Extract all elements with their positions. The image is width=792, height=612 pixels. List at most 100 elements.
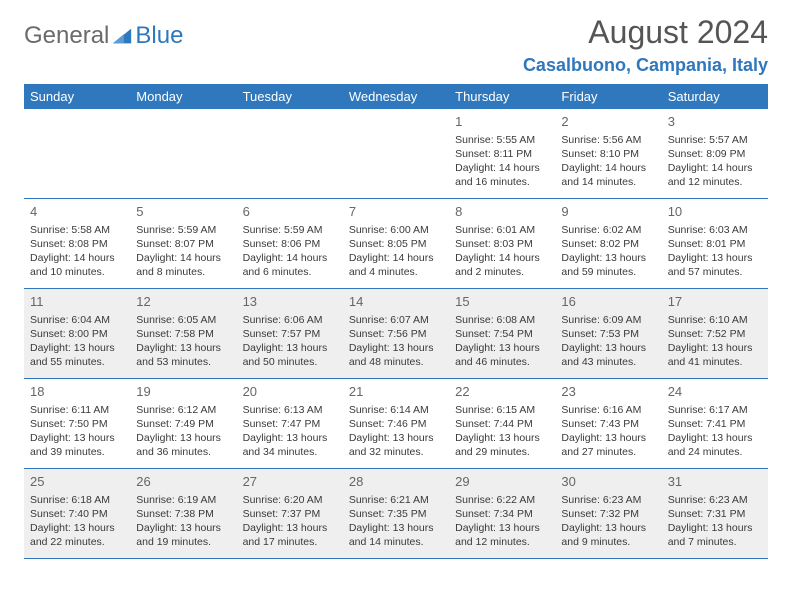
sunset-text: Sunset: 7:41 PM bbox=[668, 417, 762, 431]
logo-triangle-icon bbox=[111, 25, 133, 47]
calendar-body: 1Sunrise: 5:55 AMSunset: 8:11 PMDaylight… bbox=[24, 109, 768, 559]
sunset-text: Sunset: 8:06 PM bbox=[243, 237, 337, 251]
day-number: 16 bbox=[561, 293, 655, 311]
day-number: 19 bbox=[136, 383, 230, 401]
sunrise-text: Sunrise: 6:01 AM bbox=[455, 223, 549, 237]
sunrise-text: Sunrise: 6:12 AM bbox=[136, 403, 230, 417]
sunset-text: Sunset: 7:40 PM bbox=[30, 507, 124, 521]
sunset-text: Sunset: 7:52 PM bbox=[668, 327, 762, 341]
calendar-day-cell: 28Sunrise: 6:21 AMSunset: 7:35 PMDayligh… bbox=[343, 469, 449, 559]
calendar-day-cell: 31Sunrise: 6:23 AMSunset: 7:31 PMDayligh… bbox=[662, 469, 768, 559]
day-number: 30 bbox=[561, 473, 655, 491]
sunrise-text: Sunrise: 6:11 AM bbox=[30, 403, 124, 417]
calendar-day-cell: 22Sunrise: 6:15 AMSunset: 7:44 PMDayligh… bbox=[449, 379, 555, 469]
month-title: August 2024 bbox=[523, 14, 768, 51]
daylight-text: Daylight: 13 hours and 36 minutes. bbox=[136, 431, 230, 459]
day-number: 4 bbox=[30, 203, 124, 221]
sunset-text: Sunset: 7:47 PM bbox=[243, 417, 337, 431]
calendar-day-cell: 21Sunrise: 6:14 AMSunset: 7:46 PMDayligh… bbox=[343, 379, 449, 469]
sunrise-text: Sunrise: 6:08 AM bbox=[455, 313, 549, 327]
calendar-day-cell: 20Sunrise: 6:13 AMSunset: 7:47 PMDayligh… bbox=[237, 379, 343, 469]
calendar-day-cell: 16Sunrise: 6:09 AMSunset: 7:53 PMDayligh… bbox=[555, 289, 661, 379]
day-header: Tuesday bbox=[237, 84, 343, 109]
daylight-text: Daylight: 13 hours and 43 minutes. bbox=[561, 341, 655, 369]
day-number: 26 bbox=[136, 473, 230, 491]
sunset-text: Sunset: 8:00 PM bbox=[30, 327, 124, 341]
sunrise-text: Sunrise: 5:55 AM bbox=[455, 133, 549, 147]
sunset-text: Sunset: 7:34 PM bbox=[455, 507, 549, 521]
daylight-text: Daylight: 14 hours and 12 minutes. bbox=[668, 161, 762, 189]
daylight-text: Daylight: 14 hours and 14 minutes. bbox=[561, 161, 655, 189]
calendar-week-row: 25Sunrise: 6:18 AMSunset: 7:40 PMDayligh… bbox=[24, 469, 768, 559]
sunrise-text: Sunrise: 6:23 AM bbox=[561, 493, 655, 507]
calendar-day-cell: 2Sunrise: 5:56 AMSunset: 8:10 PMDaylight… bbox=[555, 109, 661, 199]
sunrise-text: Sunrise: 6:16 AM bbox=[561, 403, 655, 417]
calendar-day-cell: 24Sunrise: 6:17 AMSunset: 7:41 PMDayligh… bbox=[662, 379, 768, 469]
sunset-text: Sunset: 7:32 PM bbox=[561, 507, 655, 521]
logo-text-general: General bbox=[24, 22, 109, 50]
daylight-text: Daylight: 14 hours and 2 minutes. bbox=[455, 251, 549, 279]
calendar-day-cell: 9Sunrise: 6:02 AMSunset: 8:02 PMDaylight… bbox=[555, 199, 661, 289]
logo: General Blue bbox=[24, 14, 183, 50]
sunrise-text: Sunrise: 6:20 AM bbox=[243, 493, 337, 507]
day-number: 21 bbox=[349, 383, 443, 401]
day-number: 24 bbox=[668, 383, 762, 401]
sunset-text: Sunset: 8:07 PM bbox=[136, 237, 230, 251]
day-number: 20 bbox=[243, 383, 337, 401]
sunrise-text: Sunrise: 6:14 AM bbox=[349, 403, 443, 417]
sunrise-text: Sunrise: 5:56 AM bbox=[561, 133, 655, 147]
daylight-text: Daylight: 13 hours and 41 minutes. bbox=[668, 341, 762, 369]
sunrise-text: Sunrise: 6:10 AM bbox=[668, 313, 762, 327]
sunrise-text: Sunrise: 6:19 AM bbox=[136, 493, 230, 507]
sunrise-text: Sunrise: 6:21 AM bbox=[349, 493, 443, 507]
daylight-text: Daylight: 13 hours and 48 minutes. bbox=[349, 341, 443, 369]
sunrise-text: Sunrise: 6:09 AM bbox=[561, 313, 655, 327]
daylight-text: Daylight: 13 hours and 34 minutes. bbox=[243, 431, 337, 459]
sunset-text: Sunset: 7:57 PM bbox=[243, 327, 337, 341]
daylight-text: Daylight: 13 hours and 39 minutes. bbox=[30, 431, 124, 459]
sunset-text: Sunset: 7:43 PM bbox=[561, 417, 655, 431]
sunset-text: Sunset: 7:49 PM bbox=[136, 417, 230, 431]
calendar-day-cell: 27Sunrise: 6:20 AMSunset: 7:37 PMDayligh… bbox=[237, 469, 343, 559]
calendar-empty-cell bbox=[237, 109, 343, 199]
sunset-text: Sunset: 7:56 PM bbox=[349, 327, 443, 341]
daylight-text: Daylight: 13 hours and 17 minutes. bbox=[243, 521, 337, 549]
day-number: 27 bbox=[243, 473, 337, 491]
sunset-text: Sunset: 8:01 PM bbox=[668, 237, 762, 251]
calendar-week-row: 4Sunrise: 5:58 AMSunset: 8:08 PMDaylight… bbox=[24, 199, 768, 289]
day-number: 6 bbox=[243, 203, 337, 221]
calendar-week-row: 11Sunrise: 6:04 AMSunset: 8:00 PMDayligh… bbox=[24, 289, 768, 379]
day-header: Sunday bbox=[24, 84, 130, 109]
calendar-day-cell: 13Sunrise: 6:06 AMSunset: 7:57 PMDayligh… bbox=[237, 289, 343, 379]
daylight-text: Daylight: 13 hours and 50 minutes. bbox=[243, 341, 337, 369]
calendar-day-cell: 30Sunrise: 6:23 AMSunset: 7:32 PMDayligh… bbox=[555, 469, 661, 559]
calendar-week-row: 1Sunrise: 5:55 AMSunset: 8:11 PMDaylight… bbox=[24, 109, 768, 199]
sunset-text: Sunset: 7:54 PM bbox=[455, 327, 549, 341]
calendar-day-cell: 7Sunrise: 6:00 AMSunset: 8:05 PMDaylight… bbox=[343, 199, 449, 289]
day-number: 1 bbox=[455, 113, 549, 131]
sunset-text: Sunset: 7:50 PM bbox=[30, 417, 124, 431]
calendar-day-cell: 8Sunrise: 6:01 AMSunset: 8:03 PMDaylight… bbox=[449, 199, 555, 289]
location: Casalbuono, Campania, Italy bbox=[523, 55, 768, 76]
calendar-day-cell: 3Sunrise: 5:57 AMSunset: 8:09 PMDaylight… bbox=[662, 109, 768, 199]
day-number: 3 bbox=[668, 113, 762, 131]
day-number: 9 bbox=[561, 203, 655, 221]
daylight-text: Daylight: 14 hours and 10 minutes. bbox=[30, 251, 124, 279]
sunrise-text: Sunrise: 6:05 AM bbox=[136, 313, 230, 327]
sunset-text: Sunset: 7:31 PM bbox=[668, 507, 762, 521]
calendar-empty-cell bbox=[130, 109, 236, 199]
calendar-table: Sunday Monday Tuesday Wednesday Thursday… bbox=[24, 84, 768, 559]
calendar-empty-cell bbox=[24, 109, 130, 199]
calendar-day-cell: 6Sunrise: 5:59 AMSunset: 8:06 PMDaylight… bbox=[237, 199, 343, 289]
daylight-text: Daylight: 14 hours and 8 minutes. bbox=[136, 251, 230, 279]
daylight-text: Daylight: 13 hours and 27 minutes. bbox=[561, 431, 655, 459]
daylight-text: Daylight: 13 hours and 24 minutes. bbox=[668, 431, 762, 459]
day-number: 10 bbox=[668, 203, 762, 221]
sunset-text: Sunset: 7:44 PM bbox=[455, 417, 549, 431]
calendar-day-cell: 11Sunrise: 6:04 AMSunset: 8:00 PMDayligh… bbox=[24, 289, 130, 379]
day-header: Monday bbox=[130, 84, 236, 109]
day-header: Wednesday bbox=[343, 84, 449, 109]
daylight-text: Daylight: 13 hours and 22 minutes. bbox=[30, 521, 124, 549]
calendar-empty-cell bbox=[343, 109, 449, 199]
day-number: 12 bbox=[136, 293, 230, 311]
